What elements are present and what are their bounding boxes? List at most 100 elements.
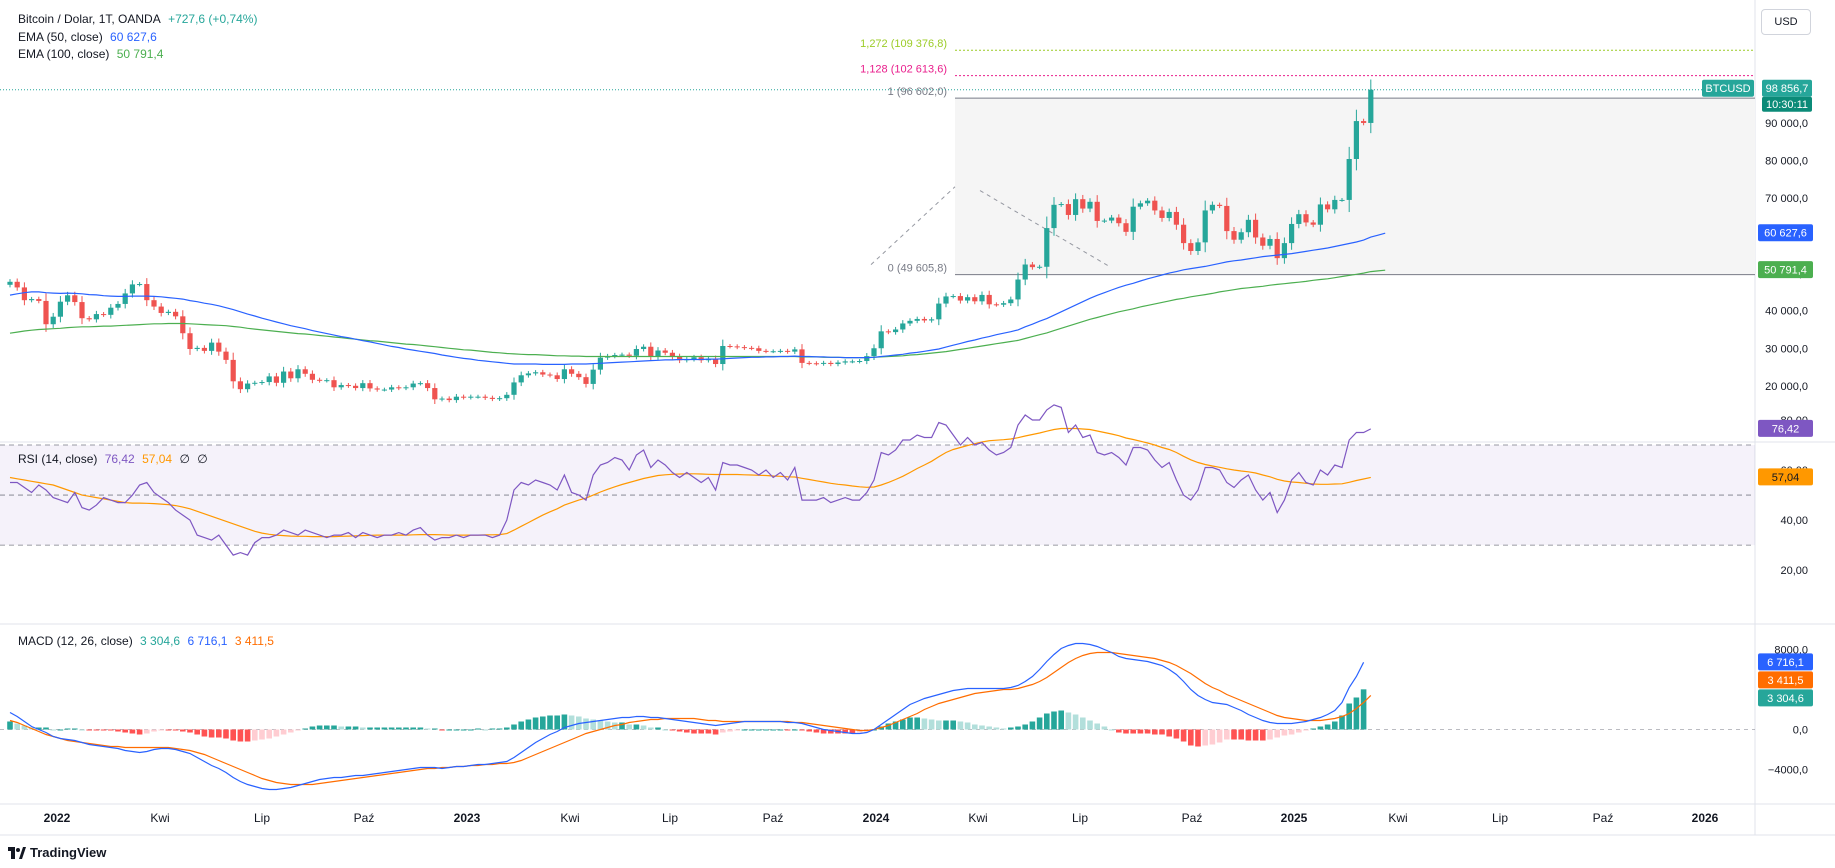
candle-body-8 xyxy=(65,295,71,302)
macd-hist-bar-71 xyxy=(518,721,524,730)
macd-hist-bar-18 xyxy=(136,729,143,735)
rsi-tick-2: 40,00 xyxy=(1780,515,1808,527)
candle-body-9 xyxy=(72,295,78,303)
candle-body-102 xyxy=(741,347,747,349)
candle-body-126 xyxy=(914,318,920,321)
candle-body-93 xyxy=(677,356,683,361)
candle-body-6 xyxy=(50,316,56,325)
candle-body-43 xyxy=(317,379,323,381)
candle-body-178 xyxy=(1289,223,1295,244)
macd-hist-bar-170 xyxy=(1231,729,1237,740)
time-label-0: 2022 xyxy=(44,811,71,825)
macd-hist-bar-90 xyxy=(655,727,661,730)
candle-body-44 xyxy=(324,380,330,382)
tradingview-logo-text: TradingView xyxy=(30,845,107,860)
time-label-2: Lip xyxy=(254,811,270,825)
candle-body-184 xyxy=(1332,199,1338,210)
candle-body-136 xyxy=(986,294,992,305)
macd-hist-bar-47 xyxy=(345,726,352,730)
macd-tick-2: −4000,0 xyxy=(1768,765,1808,777)
candle-body-67 xyxy=(489,397,495,399)
macd-signal-value: 3 411,5 xyxy=(234,634,274,648)
candle-body-20 xyxy=(151,300,157,307)
macd-hist-bar-58 xyxy=(424,728,431,730)
candle-body-90 xyxy=(655,350,661,357)
symbol-line[interactable]: Bitcoin / Dolar, 1T, OANDA xyxy=(18,12,161,26)
candle-body-99 xyxy=(720,345,726,365)
macd-hist-bar-69 xyxy=(504,727,510,730)
macd-hist-bar-177 xyxy=(1281,729,1288,736)
candle-body-46 xyxy=(338,385,344,388)
candle-body-77 xyxy=(561,369,567,380)
macd-hist-bar-105 xyxy=(763,729,769,731)
rsi-ma-tag-bg xyxy=(1758,468,1813,486)
macd-hist-bar-100 xyxy=(727,729,733,732)
macd-hist-bar-98 xyxy=(712,729,719,735)
tradingview-logo[interactable]: TradingView xyxy=(8,845,106,860)
macd-signal-tag: 3 411,5 xyxy=(1768,675,1804,687)
candle-body-31 xyxy=(230,359,236,382)
rsi-legend[interactable]: RSI (14, close) 76,42 57,04 ∅ ∅ xyxy=(18,452,212,466)
candle-body-152 xyxy=(1101,220,1107,222)
macd-hist-bar-181 xyxy=(1310,728,1316,730)
macd-hist-bar-180 xyxy=(1303,729,1309,731)
rsi-tag-bg xyxy=(1758,419,1813,437)
candle-body-74 xyxy=(540,372,546,375)
candle-body-24 xyxy=(180,316,186,334)
macd-hist-bar-174 xyxy=(1260,729,1266,741)
rsi-line xyxy=(10,404,1372,556)
candle-body-89 xyxy=(648,346,654,357)
candle-body-150 xyxy=(1087,201,1093,209)
currency-button[interactable]: USD xyxy=(1761,9,1811,35)
time-label-1: Kwi xyxy=(150,811,169,825)
candle-body-185 xyxy=(1339,199,1345,201)
price-tick-7: 20 000,0 xyxy=(1765,381,1808,393)
candle-body-143 xyxy=(1037,266,1043,268)
candle-body-132 xyxy=(957,296,963,301)
ema100-legend[interactable]: EMA (100, close) 50 791,4 xyxy=(18,47,167,61)
candle-body-54 xyxy=(396,387,402,389)
candle-body-106 xyxy=(770,351,776,353)
ema50-legend[interactable]: EMA (50, close) 60 627,6 xyxy=(18,30,161,44)
candle-body-138 xyxy=(1001,303,1007,305)
macd-hist-bar-110 xyxy=(799,729,805,731)
macd-hist-bar-11 xyxy=(86,729,92,731)
time-label-6: Lip xyxy=(662,811,678,825)
rsi-ma-value: 57,04 xyxy=(142,452,173,466)
macd-hist-bar-4 xyxy=(36,727,42,730)
candle-body-173 xyxy=(1253,219,1259,238)
candle-body-34 xyxy=(252,382,258,384)
macd-hist-bar-31 xyxy=(230,729,236,741)
time-label-12: 2025 xyxy=(1281,811,1308,825)
macd-hist-bar-87 xyxy=(633,724,640,730)
macd-hist-bar-61 xyxy=(446,729,452,731)
macd-hist-bar-109 xyxy=(792,729,798,731)
candle-body-123 xyxy=(893,329,899,333)
macd-hist-bar-12 xyxy=(93,729,100,731)
candle-body-157 xyxy=(1137,203,1143,207)
candle-body-127 xyxy=(921,318,927,321)
candle-body-182 xyxy=(1317,204,1323,225)
candle-body-180 xyxy=(1303,214,1309,223)
macd-hist-bar-7 xyxy=(57,729,64,731)
macd-tag-bg xyxy=(1758,653,1813,671)
macd-hist-bar-78 xyxy=(568,715,575,730)
macd-hist-bar-114 xyxy=(828,729,834,734)
macd-hist-bar-80 xyxy=(583,718,589,730)
macd-hist-bar-96 xyxy=(698,729,704,734)
candle-body-37 xyxy=(273,376,279,383)
candle-body-149 xyxy=(1080,199,1086,209)
macd-hist-bar-144 xyxy=(1044,713,1050,730)
macd-legend[interactable]: MACD (12, 26, close) 3 304,6 6 716,1 3 4… xyxy=(18,634,278,648)
candle-body-116 xyxy=(842,361,848,363)
candle-body-162 xyxy=(1173,211,1179,225)
macd-hist-bar-135 xyxy=(979,725,985,730)
macd-hist-bar-97 xyxy=(705,729,712,734)
candle-body-124 xyxy=(900,323,906,330)
candle-body-137 xyxy=(993,304,999,306)
macd-hist-bar-82 xyxy=(597,720,604,730)
candle-body-166 xyxy=(1202,210,1208,243)
macd-hist-bar-42 xyxy=(309,726,316,730)
candle-body-28 xyxy=(209,342,215,351)
